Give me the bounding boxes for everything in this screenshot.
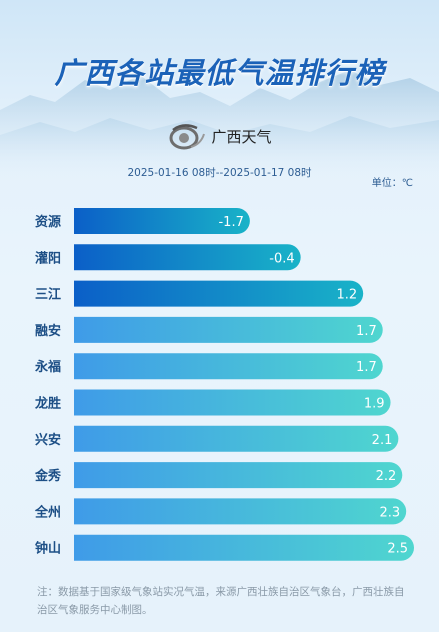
category-label: 龙胜	[35, 396, 61, 412]
category-label: 永福	[34, 359, 61, 375]
category-label: 兴安	[35, 432, 61, 448]
value-label: 2.5	[387, 542, 408, 557]
value-label: 1.2	[337, 288, 358, 303]
value-label: 1.9	[364, 397, 385, 412]
category-label: 三江	[35, 287, 61, 303]
value-label: 1.7	[356, 360, 377, 375]
category-label: 资源	[35, 214, 61, 230]
date-range: 2025-01-16 08时--2025-01-17 08时	[127, 167, 312, 179]
category-label: 全州	[34, 504, 61, 520]
value-label: 1.7	[356, 324, 377, 339]
bar	[74, 534, 415, 561]
bar	[74, 425, 399, 452]
bar	[74, 389, 391, 416]
value-label: 2.1	[372, 433, 393, 448]
category-label: 融安	[35, 323, 61, 339]
guangxi-weather-logo: 广西天气	[167, 120, 272, 152]
bar	[74, 462, 403, 489]
bar	[74, 353, 383, 380]
value-label: 2.3	[379, 505, 400, 520]
bar	[74, 316, 383, 343]
category-label: 钟山	[35, 541, 61, 557]
page-title: 广西各站最低气温排行榜	[54, 56, 385, 90]
bar	[74, 244, 301, 271]
bar	[74, 280, 364, 307]
footnote: 注：数据基于国家级气象站实况气温，来源广西壮族自治区气象台，广西壮族自治区气象服…	[37, 586, 405, 616]
weather-logo-icon	[169, 124, 206, 150]
logo-text: 广西天气	[211, 127, 272, 146]
value-label: -1.7	[218, 215, 243, 230]
unit-label: 单位：℃	[371, 178, 413, 189]
bar-chart: 资源 -1.7 灌阳 -0.4 三江 1.2 融安 1.7 永福 1.7 龙胜 1.9 兴安 2.1 金秀 2…	[34, 208, 415, 561]
bar	[74, 498, 407, 525]
category-label: 金秀	[34, 468, 62, 484]
value-label: -0.4	[269, 251, 294, 266]
category-label: 灌阳	[35, 250, 61, 266]
mountain-background	[0, 70, 439, 180]
value-label: 2.2	[376, 469, 397, 484]
bar	[74, 208, 250, 234]
